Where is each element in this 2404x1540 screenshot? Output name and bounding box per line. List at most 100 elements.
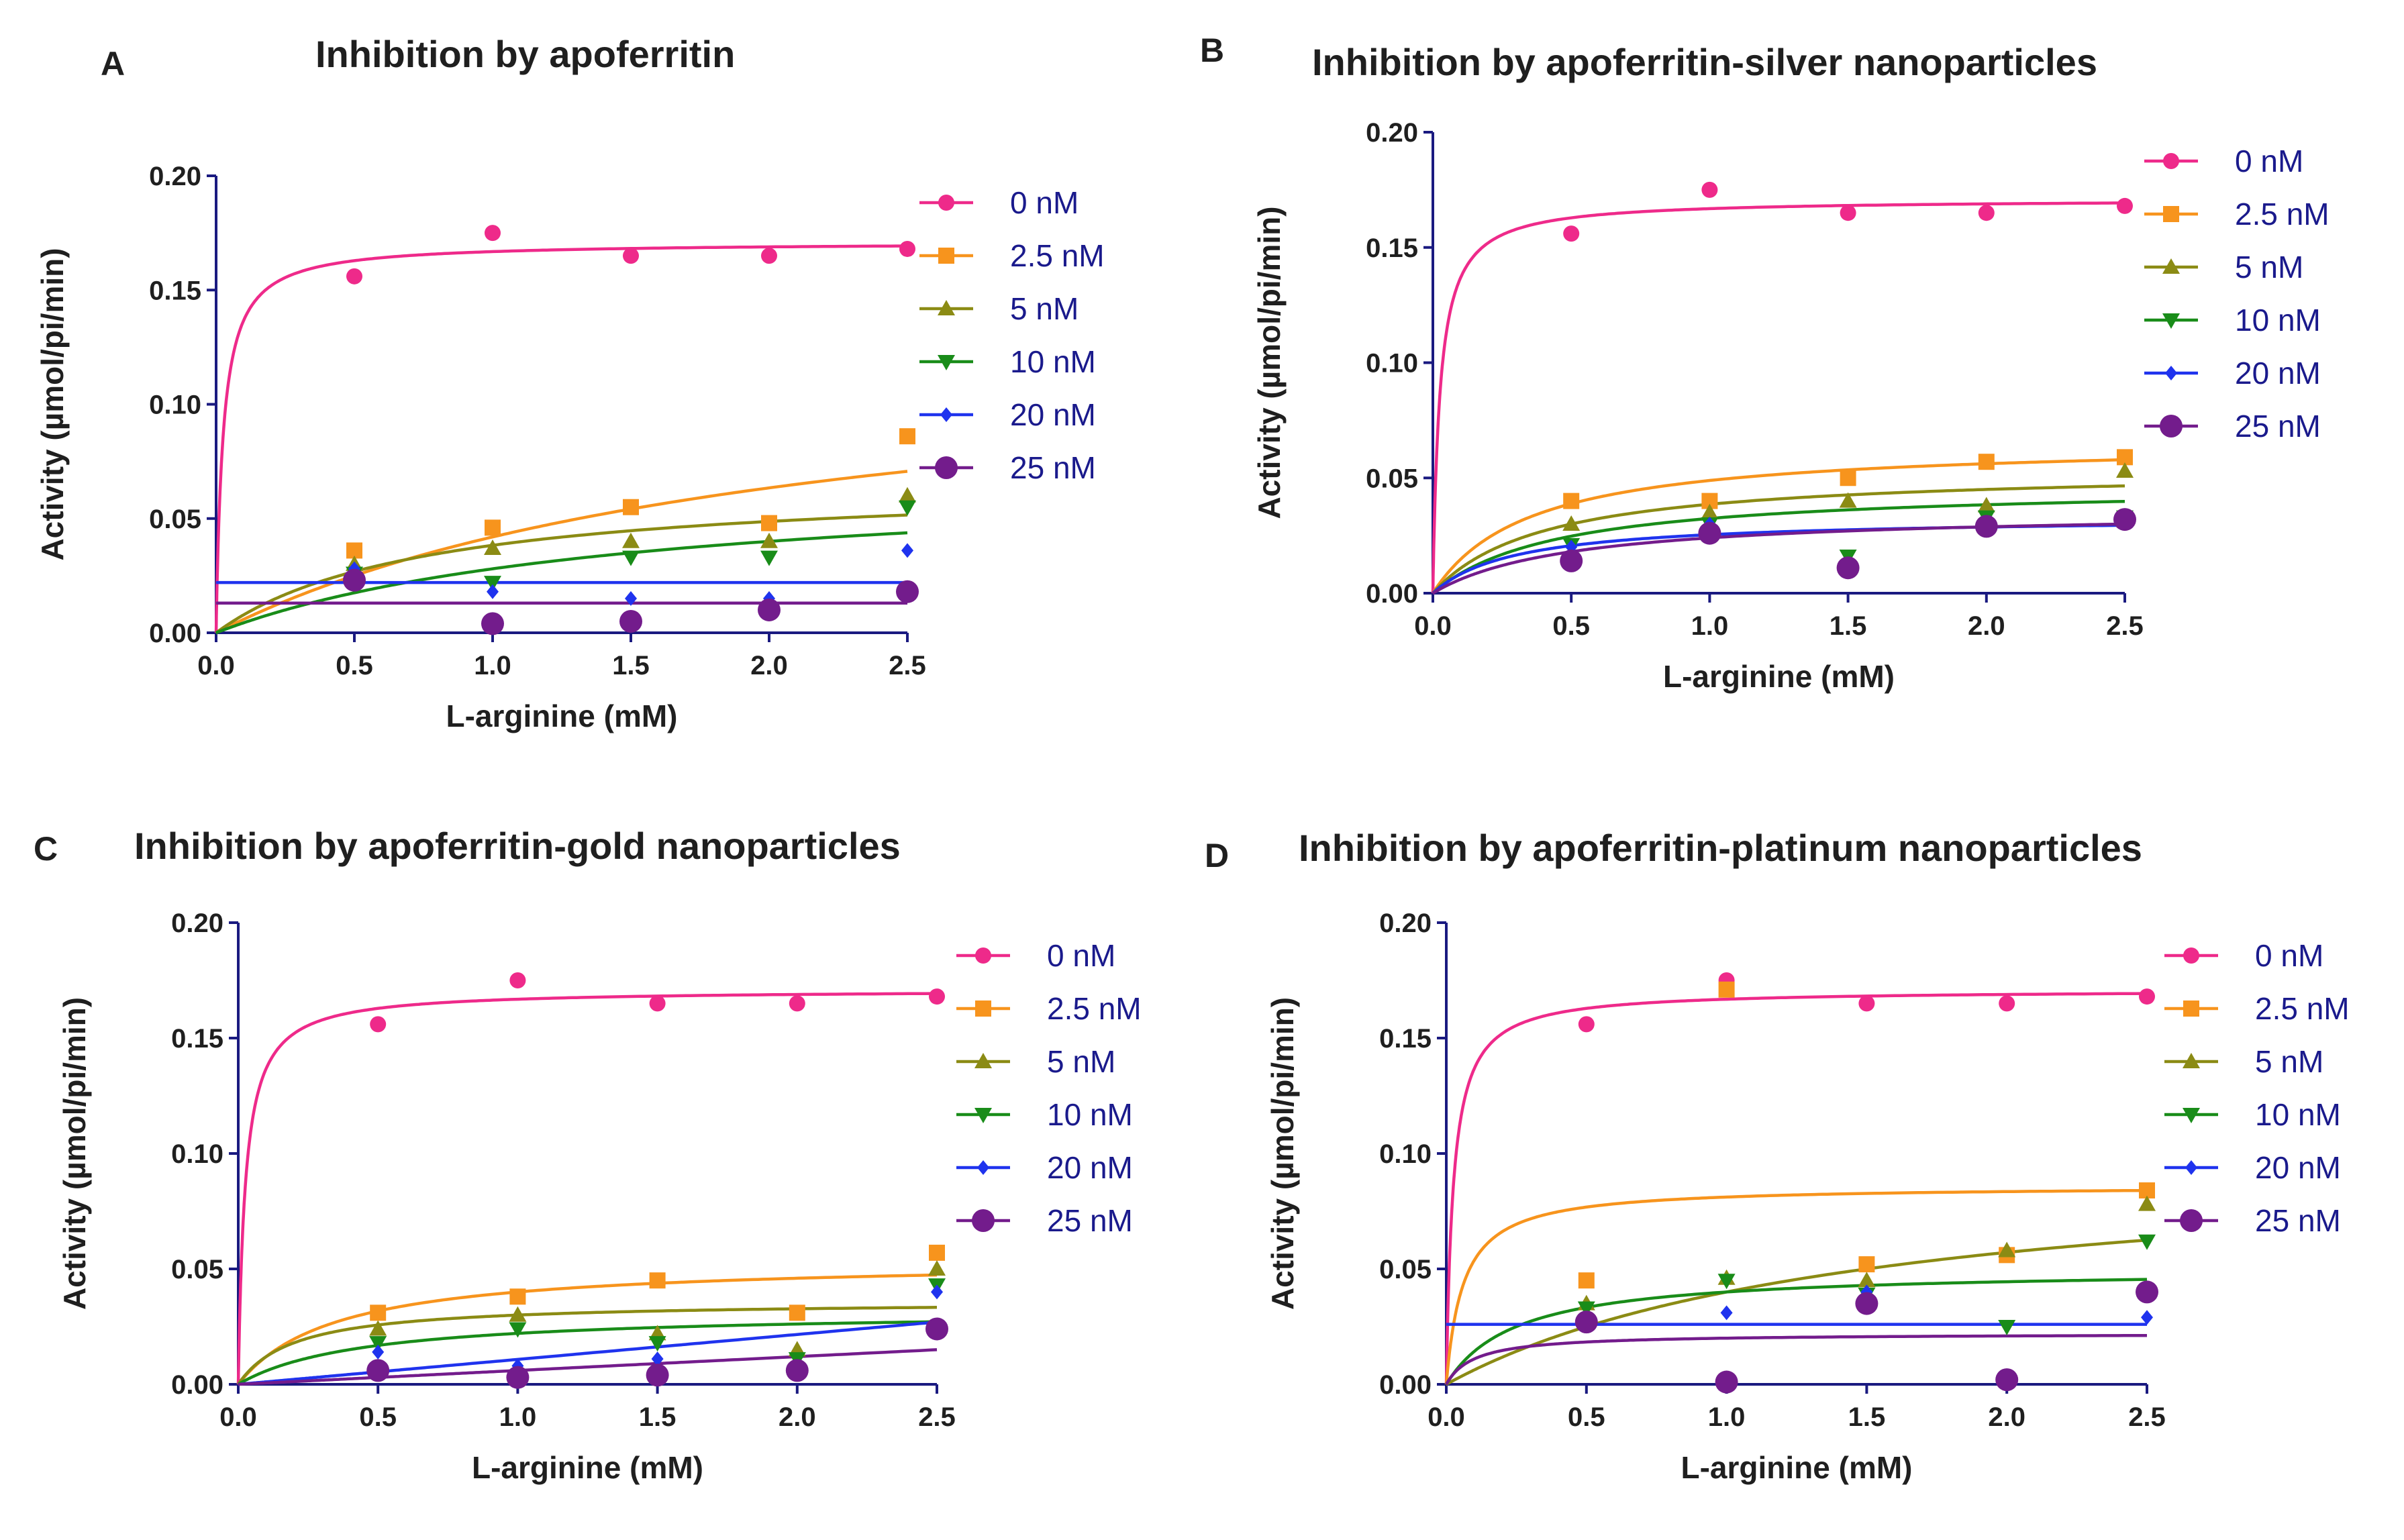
panel-c-data-point <box>369 1320 387 1336</box>
panel-d-data-point <box>1858 995 1875 1012</box>
panel-d-data-point <box>1717 1274 1736 1290</box>
panel-c-data-point <box>509 972 526 988</box>
panel-c-x-tick-label: 0.0 <box>219 1402 257 1432</box>
panel-a-data-point <box>899 486 916 503</box>
panel-c-legend-label: 5 nM <box>1047 1044 1115 1079</box>
panel-b-legend-marker <box>2160 415 2183 438</box>
panel-c-x-tick-label: 2.5 <box>918 1402 956 1432</box>
panel-c-data-point <box>929 988 945 1005</box>
panel-b-y-tick-label: 0.15 <box>1366 234 1418 263</box>
panel-a-y-axis-label: Activity (µmol/pi/min) <box>35 248 70 560</box>
panel-a-x-tick-label: 1.0 <box>474 651 511 680</box>
panel-b-legend-marker <box>2163 206 2179 222</box>
panel-b-x-tick-label: 2.5 <box>2106 611 2144 641</box>
panel-b-data-point <box>1840 205 1856 221</box>
panel-c-legend-label: 2.5 nM <box>1047 991 1142 1026</box>
panel-d-data-point <box>2136 1280 2158 1304</box>
panel-b-legend-label: 25 nM <box>2235 409 2321 444</box>
panel-a-y-tick-label: 0.15 <box>149 276 201 305</box>
panel-c-y-tick-label: 0.10 <box>171 1139 223 1169</box>
panel-d-y-axis-label: Activity (µmol/pi/min) <box>1265 997 1300 1310</box>
panel-d-legend-label: 20 nM <box>2255 1150 2341 1185</box>
panel-d-x-tick-label: 1.0 <box>1708 1402 1746 1432</box>
panel-d-data-point <box>2138 1195 2156 1211</box>
panel-d-letter: D <box>1205 837 1229 874</box>
panel-a-x-tick-label: 1.5 <box>612 651 650 680</box>
panel-b-y-tick-label: 0.00 <box>1366 579 1418 609</box>
panel-b-data-point <box>1701 181 1718 198</box>
panel-a-data-point <box>761 515 777 531</box>
panel-d-legend-marker <box>2183 1000 2199 1017</box>
panel-b-legend-marker <box>2162 258 2180 274</box>
panel-b-y-axis-label: Activity (µmol/pi/min) <box>1252 206 1287 519</box>
panel-d-data-point <box>1574 1311 1598 1334</box>
panel-d-data-point <box>1858 1272 1876 1288</box>
panel-d-fit-curve-5nMnm <box>1445 1238 2148 1386</box>
panel-c-data-point <box>372 1344 385 1359</box>
panel-d-fit-curve-0nMnm <box>1444 992 2147 1384</box>
panel-a-data-point <box>343 568 366 592</box>
panel-a-y-tick-label: 0.20 <box>149 162 201 191</box>
panel-c-fit-curve-5nMnm <box>237 1306 938 1386</box>
panel-d-data-point <box>1715 1370 1738 1394</box>
panel-c-x-tick-label: 1.0 <box>499 1402 537 1432</box>
panel-c-x-tick-label: 1.5 <box>639 1402 677 1432</box>
panel-d-data-point <box>1995 1368 2019 1392</box>
panel-b-x-tick-label: 2.0 <box>1968 611 2005 641</box>
panel-a-data-point <box>899 240 915 257</box>
panel-a-data-point <box>623 248 639 264</box>
panel-c-data-point <box>369 1336 387 1352</box>
panel-c-fit-curve-25nMnm <box>238 1348 938 1386</box>
panel-d-x-tick-label: 2.0 <box>1988 1402 2025 1432</box>
panel-d-data-point <box>1577 1301 1595 1317</box>
panel-c-data-point <box>370 1304 387 1321</box>
panel-c-data-point <box>646 1364 669 1387</box>
panel-c-y-tick-label: 0.15 <box>171 1024 223 1054</box>
panel-a-y-tick-label: 0.00 <box>149 619 201 648</box>
panel-b-fit-curve-5nMnm <box>1432 484 2125 595</box>
panel-b-data-point <box>1836 556 1860 580</box>
panel-a-data-point <box>901 543 913 558</box>
panel-b-x-tick-label: 0.5 <box>1552 611 1590 641</box>
panel-c-fit-curve-0nMnm <box>236 992 937 1384</box>
panel-a-data-point <box>487 584 499 599</box>
panel-b-data-point <box>1563 493 1580 509</box>
panel-b-data-point <box>2117 197 2133 214</box>
panel-a-legend-marker <box>938 248 954 264</box>
panel-d-data-point <box>1855 1292 1879 1315</box>
panel-b-fit-curve-2-5nMnm <box>1432 458 2125 595</box>
panel-a-data-point <box>346 268 362 285</box>
panel-a-legend-marker <box>940 407 952 422</box>
panel-b-y-tick-label: 0.10 <box>1366 349 1418 378</box>
panel-b-y-tick-label: 0.05 <box>1366 464 1418 493</box>
panel-d-legend-marker <box>2180 1209 2203 1232</box>
panel-a-fit-curve-10nMnm <box>215 531 908 635</box>
panel-b-fit-curve-0nMnm <box>1431 201 2125 593</box>
panel-d-data-point <box>1578 1272 1595 1289</box>
panel-d-fit-curve-2-5nMnm <box>1444 1188 2148 1385</box>
panel-a-legend-marker <box>938 355 955 370</box>
panel-a-x-axis-label: L-arginine (mM) <box>446 699 678 733</box>
panel-b-data-point <box>1839 492 1857 508</box>
panel-c-data-point <box>789 995 805 1012</box>
panel-b-legend-marker <box>2165 366 2177 380</box>
panel-d-legend-marker <box>2185 1160 2197 1175</box>
panel-a-x-tick-label: 2.0 <box>750 651 788 680</box>
panel-d-x-tick-label: 0.0 <box>1428 1402 1465 1432</box>
panel-a-fit-curve-5nMnm <box>215 513 908 635</box>
panel-c-legend-label: 0 nM <box>1047 938 1115 973</box>
panel-c-data-point <box>931 1284 943 1300</box>
panel-a-legend-label: 25 nM <box>1010 450 1096 485</box>
panel-b-x-tick-label: 0.0 <box>1414 611 1452 641</box>
panel-b-data-point <box>1977 497 1995 513</box>
panel-b-data-point <box>1978 454 1995 470</box>
panel-b-data-point <box>1698 521 1721 545</box>
panel-a-legend-label: 5 nM <box>1010 291 1079 326</box>
panel-c-letter: C <box>34 830 58 868</box>
panel-b-title: Inhibition by apoferritin-silver nanopar… <box>1312 41 2097 83</box>
panel-a-legend-label: 2.5 nM <box>1010 238 1105 273</box>
panel-c-fit-curve-10nMnm <box>237 1320 938 1386</box>
panel-d-y-tick-label: 0.10 <box>1379 1139 1432 1169</box>
